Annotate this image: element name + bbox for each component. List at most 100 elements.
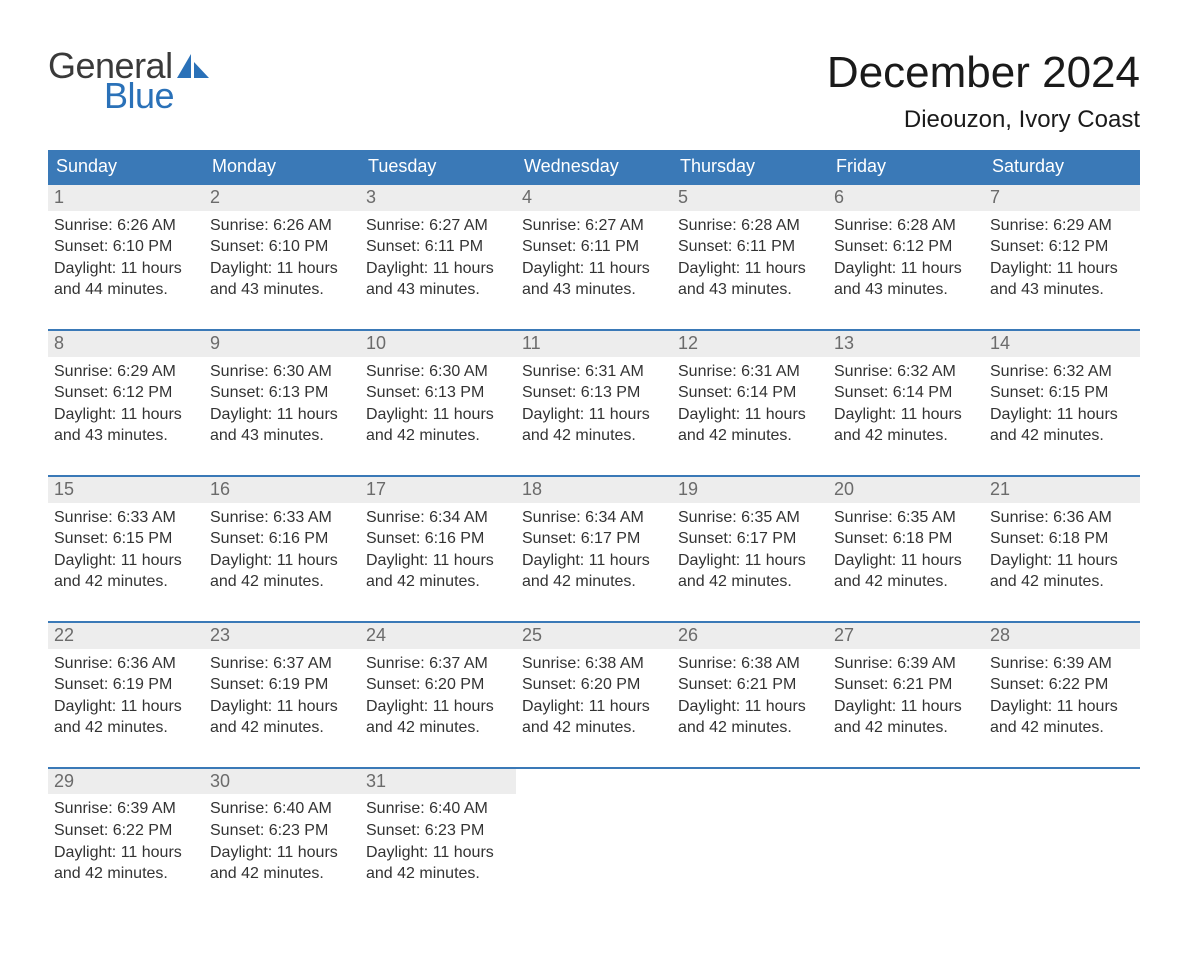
- sunset-line: Sunset: 6:10 PM: [210, 236, 354, 258]
- day-number: 13: [828, 331, 984, 357]
- daylight-line-2: and 42 minutes.: [834, 425, 978, 447]
- sunset-line: Sunset: 6:18 PM: [834, 528, 978, 550]
- sunset-line: Sunset: 6:15 PM: [990, 382, 1134, 404]
- daylight-line-1: Daylight: 11 hours: [210, 696, 354, 718]
- sunset-line: Sunset: 6:12 PM: [990, 236, 1134, 258]
- sunset-line: Sunset: 6:22 PM: [990, 674, 1134, 696]
- sunrise-line: Sunrise: 6:30 AM: [210, 361, 354, 383]
- day-content: Sunrise: 6:38 AMSunset: 6:21 PMDaylight:…: [672, 649, 828, 767]
- daylight-line-2: and 43 minutes.: [834, 279, 978, 301]
- daylight-line-1: Daylight: 11 hours: [522, 550, 666, 572]
- daylight-line-2: and 42 minutes.: [678, 717, 822, 739]
- day-number: 14: [984, 331, 1140, 357]
- sunrise-line: Sunrise: 6:35 AM: [834, 507, 978, 529]
- day-content: Sunrise: 6:36 AMSunset: 6:19 PMDaylight:…: [48, 649, 204, 767]
- daylight-line-2: and 44 minutes.: [54, 279, 198, 301]
- sunset-line: Sunset: 6:14 PM: [678, 382, 822, 404]
- day-cell: 14Sunrise: 6:32 AMSunset: 6:15 PMDayligh…: [984, 329, 1140, 475]
- daylight-line-2: and 42 minutes.: [678, 571, 822, 593]
- daylight-line-2: and 42 minutes.: [834, 717, 978, 739]
- day-number: 25: [516, 623, 672, 649]
- daylight-line-2: and 42 minutes.: [990, 571, 1134, 593]
- day-number: 26: [672, 623, 828, 649]
- sunrise-line: Sunrise: 6:38 AM: [678, 653, 822, 675]
- day-cell: 21Sunrise: 6:36 AMSunset: 6:18 PMDayligh…: [984, 475, 1140, 621]
- day-number: 31: [360, 769, 516, 795]
- day-number: 9: [204, 331, 360, 357]
- sunrise-line: Sunrise: 6:37 AM: [366, 653, 510, 675]
- daylight-line-2: and 42 minutes.: [522, 717, 666, 739]
- daylight-line-2: and 42 minutes.: [54, 571, 198, 593]
- calendar-body: 1Sunrise: 6:26 AMSunset: 6:10 PMDaylight…: [48, 183, 1140, 913]
- day-cell: 27Sunrise: 6:39 AMSunset: 6:21 PMDayligh…: [828, 621, 984, 767]
- sunset-line: Sunset: 6:11 PM: [522, 236, 666, 258]
- sunset-line: Sunset: 6:22 PM: [54, 820, 198, 842]
- daylight-line-2: and 43 minutes.: [54, 425, 198, 447]
- day-content: Sunrise: 6:32 AMSunset: 6:14 PMDaylight:…: [828, 357, 984, 475]
- day-header: Friday: [828, 150, 984, 183]
- day-number: 24: [360, 623, 516, 649]
- day-cell: 3Sunrise: 6:27 AMSunset: 6:11 PMDaylight…: [360, 183, 516, 329]
- daylight-line-1: Daylight: 11 hours: [990, 550, 1134, 572]
- sunset-line: Sunset: 6:10 PM: [54, 236, 198, 258]
- daylight-line-2: and 43 minutes.: [210, 279, 354, 301]
- day-header: Monday: [204, 150, 360, 183]
- sunrise-line: Sunrise: 6:26 AM: [54, 215, 198, 237]
- sunset-line: Sunset: 6:12 PM: [54, 382, 198, 404]
- sunrise-line: Sunrise: 6:35 AM: [678, 507, 822, 529]
- daylight-line-1: Daylight: 11 hours: [990, 258, 1134, 280]
- week-row: 22Sunrise: 6:36 AMSunset: 6:19 PMDayligh…: [48, 621, 1140, 767]
- day-cell: 30Sunrise: 6:40 AMSunset: 6:23 PMDayligh…: [204, 767, 360, 913]
- day-number: 4: [516, 185, 672, 211]
- day-content: Sunrise: 6:38 AMSunset: 6:20 PMDaylight:…: [516, 649, 672, 767]
- daylight-line-1: Daylight: 11 hours: [210, 404, 354, 426]
- day-cell: 2Sunrise: 6:26 AMSunset: 6:10 PMDaylight…: [204, 183, 360, 329]
- daylight-line-2: and 42 minutes.: [54, 717, 198, 739]
- daylight-line-1: Daylight: 11 hours: [678, 696, 822, 718]
- sunset-line: Sunset: 6:11 PM: [366, 236, 510, 258]
- daylight-line-1: Daylight: 11 hours: [366, 258, 510, 280]
- day-cell: 20Sunrise: 6:35 AMSunset: 6:18 PMDayligh…: [828, 475, 984, 621]
- day-content: Sunrise: 6:32 AMSunset: 6:15 PMDaylight:…: [984, 357, 1140, 475]
- sunset-line: Sunset: 6:21 PM: [678, 674, 822, 696]
- daylight-line-1: Daylight: 11 hours: [522, 258, 666, 280]
- day-cell: 13Sunrise: 6:32 AMSunset: 6:14 PMDayligh…: [828, 329, 984, 475]
- sunrise-line: Sunrise: 6:32 AM: [834, 361, 978, 383]
- day-cell: 22Sunrise: 6:36 AMSunset: 6:19 PMDayligh…: [48, 621, 204, 767]
- sunrise-line: Sunrise: 6:38 AM: [522, 653, 666, 675]
- day-content: Sunrise: 6:36 AMSunset: 6:18 PMDaylight:…: [984, 503, 1140, 621]
- day-header: Thursday: [672, 150, 828, 183]
- daylight-line-1: Daylight: 11 hours: [834, 550, 978, 572]
- day-content: Sunrise: 6:39 AMSunset: 6:22 PMDaylight:…: [984, 649, 1140, 767]
- sunrise-line: Sunrise: 6:39 AM: [834, 653, 978, 675]
- day-cell: [672, 767, 828, 913]
- day-number: 11: [516, 331, 672, 357]
- daylight-line-2: and 43 minutes.: [522, 279, 666, 301]
- daylight-line-2: and 42 minutes.: [210, 571, 354, 593]
- daylight-line-1: Daylight: 11 hours: [366, 696, 510, 718]
- day-cell: 16Sunrise: 6:33 AMSunset: 6:16 PMDayligh…: [204, 475, 360, 621]
- daylight-line-1: Daylight: 11 hours: [210, 550, 354, 572]
- sunrise-line: Sunrise: 6:28 AM: [834, 215, 978, 237]
- day-header-row: SundayMondayTuesdayWednesdayThursdayFrid…: [48, 150, 1140, 183]
- day-content: Sunrise: 6:26 AMSunset: 6:10 PMDaylight:…: [48, 211, 204, 329]
- day-number: 1: [48, 185, 204, 211]
- daylight-line-2: and 43 minutes.: [678, 279, 822, 301]
- page-header: General Blue December 2024 Dieouzon, Ivo…: [48, 48, 1140, 134]
- sunrise-line: Sunrise: 6:36 AM: [990, 507, 1134, 529]
- day-header: Sunday: [48, 150, 204, 183]
- daylight-line-1: Daylight: 11 hours: [522, 404, 666, 426]
- day-cell: 26Sunrise: 6:38 AMSunset: 6:21 PMDayligh…: [672, 621, 828, 767]
- sunrise-line: Sunrise: 6:29 AM: [990, 215, 1134, 237]
- day-cell: 8Sunrise: 6:29 AMSunset: 6:12 PMDaylight…: [48, 329, 204, 475]
- week-row: 1Sunrise: 6:26 AMSunset: 6:10 PMDaylight…: [48, 183, 1140, 329]
- sunrise-line: Sunrise: 6:37 AM: [210, 653, 354, 675]
- daylight-line-2: and 43 minutes.: [210, 425, 354, 447]
- daylight-line-2: and 42 minutes.: [366, 425, 510, 447]
- daylight-line-2: and 43 minutes.: [990, 279, 1134, 301]
- day-content: Sunrise: 6:29 AMSunset: 6:12 PMDaylight:…: [48, 357, 204, 475]
- daylight-line-1: Daylight: 11 hours: [834, 258, 978, 280]
- day-cell: 7Sunrise: 6:29 AMSunset: 6:12 PMDaylight…: [984, 183, 1140, 329]
- daylight-line-2: and 42 minutes.: [210, 717, 354, 739]
- sunrise-line: Sunrise: 6:31 AM: [522, 361, 666, 383]
